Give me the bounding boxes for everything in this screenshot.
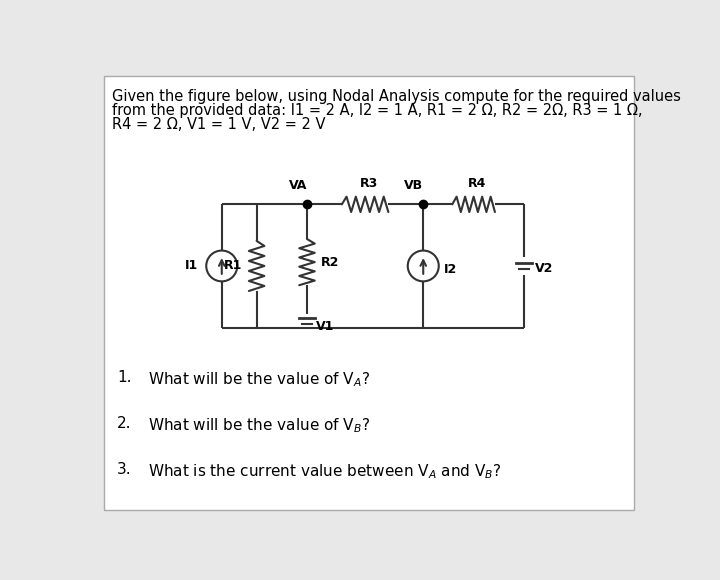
Text: What will be the value of V$_B$?: What will be the value of V$_B$? <box>148 416 370 435</box>
Text: R4: R4 <box>468 177 487 190</box>
Text: from the provided data: I1 = 2 A, l2 = 1 A, R1 = 2 Ω, R2 = 2Ω, R3 = 1 Ω,: from the provided data: I1 = 2 A, l2 = 1… <box>112 103 642 118</box>
Text: R2: R2 <box>321 256 339 269</box>
Text: What will be the value of V$_A$?: What will be the value of V$_A$? <box>148 370 370 389</box>
Text: R4 = 2 Ω, V1 = 1 V, V2 = 2 V: R4 = 2 Ω, V1 = 1 V, V2 = 2 V <box>112 117 325 132</box>
Text: V2: V2 <box>535 262 553 275</box>
Text: 1.: 1. <box>117 370 132 385</box>
Text: R1: R1 <box>225 259 243 273</box>
Text: Given the figure below, using Nodal Analysis compute for the required values: Given the figure below, using Nodal Anal… <box>112 89 680 104</box>
Text: VB: VB <box>405 179 423 192</box>
Text: I1: I1 <box>185 259 199 273</box>
Text: V1: V1 <box>316 320 335 332</box>
Text: R3: R3 <box>360 177 378 190</box>
Text: 2.: 2. <box>117 416 132 431</box>
Text: I2: I2 <box>444 263 456 276</box>
FancyBboxPatch shape <box>104 76 634 510</box>
Text: VA: VA <box>289 179 307 192</box>
Text: 3.: 3. <box>117 462 132 477</box>
Text: What is the current value between V$_A$ and V$_B$?: What is the current value between V$_A$ … <box>148 462 502 481</box>
